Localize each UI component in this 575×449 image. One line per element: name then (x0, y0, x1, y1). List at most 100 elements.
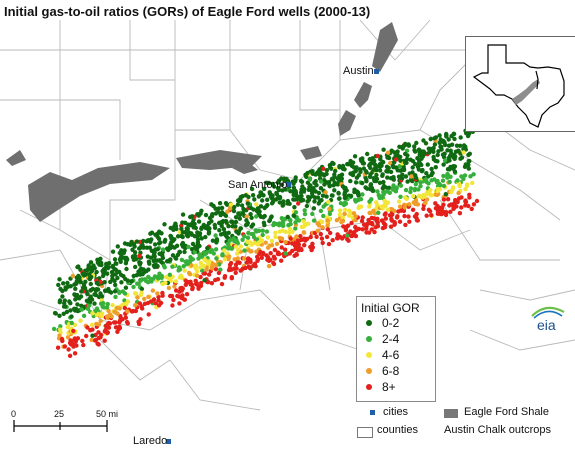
well-dot (90, 311, 95, 316)
well-dot (392, 208, 397, 214)
well-dot (412, 186, 418, 192)
map-title: Initial gas-to-oil ratios (GORs) of Eagl… (4, 4, 371, 19)
well-dot (81, 313, 87, 318)
well-dot (353, 199, 358, 204)
well-dot (459, 174, 464, 179)
well-dot (290, 229, 295, 234)
well-dot (324, 234, 330, 240)
well-dot (368, 165, 373, 171)
well-dot (198, 274, 203, 280)
well-dot (360, 192, 365, 197)
well-dot (432, 142, 438, 147)
well-dot (213, 263, 219, 268)
eia-logo-mark: eia (531, 306, 565, 333)
well-dot (190, 241, 196, 247)
well-dot (211, 251, 216, 256)
well-dot (349, 233, 355, 239)
well-dot (274, 221, 280, 227)
well-dot (88, 294, 93, 299)
well-dot (342, 207, 348, 213)
well-dot (364, 179, 369, 184)
well-dot (146, 259, 152, 264)
well-dot (467, 192, 472, 197)
well-dot (387, 213, 393, 218)
well-dot (113, 282, 118, 288)
well-dot (407, 219, 412, 224)
county-line (299, 20, 340, 111)
well-dot (139, 290, 144, 295)
well-dot (372, 229, 377, 235)
well-dot (276, 178, 282, 183)
well-dot (458, 143, 463, 148)
well-dot (66, 347, 71, 352)
well-dot (280, 203, 285, 208)
well-dot (361, 166, 367, 171)
well-dot (370, 156, 375, 161)
well-dot (70, 273, 76, 279)
well-dot (279, 258, 284, 263)
well-dot (162, 265, 167, 270)
outcrop-shape (338, 110, 356, 136)
well-dot (418, 180, 423, 185)
county-line (29, 299, 61, 311)
well-dot (133, 264, 138, 270)
well-dot (469, 206, 474, 212)
well-dot (209, 219, 214, 224)
legend-label: 4-6 (382, 348, 400, 362)
well-dot (375, 224, 381, 229)
well-dot (372, 178, 377, 184)
well-dot (258, 190, 264, 195)
well-dot (244, 214, 249, 219)
well-dot (288, 218, 293, 223)
well-dot (293, 220, 298, 225)
well-dot (463, 199, 469, 205)
well-dot (58, 324, 63, 329)
well-dot (79, 307, 84, 312)
well-dot (453, 154, 458, 159)
well-dot (122, 291, 128, 296)
well-dot (119, 280, 124, 285)
well-dot (159, 259, 164, 265)
well-dot (389, 218, 395, 223)
well-dot (325, 227, 331, 232)
well-dot (235, 202, 241, 207)
well-dot (302, 208, 307, 213)
well-dot (215, 277, 221, 282)
well-dot (318, 179, 324, 184)
well-dot (463, 187, 468, 192)
well-dot (343, 228, 349, 233)
well-dot (455, 178, 460, 183)
cities-key-label: cities (383, 406, 409, 418)
well-dot (106, 265, 111, 270)
well-dot (201, 263, 207, 268)
well-dot (308, 234, 313, 240)
well-dot (435, 152, 440, 158)
well-dot (206, 272, 212, 277)
well-dot (298, 246, 304, 251)
well-dot (397, 204, 403, 209)
well-dot (168, 242, 173, 247)
well-dot (174, 243, 180, 248)
well-dot (69, 339, 74, 345)
well-dot (413, 173, 418, 178)
well-dot (145, 254, 150, 259)
well-dot (228, 260, 234, 266)
well-dot (394, 157, 399, 162)
well-dot (173, 279, 179, 284)
legend-item: 8+ (357, 379, 435, 395)
well-dot (342, 190, 348, 195)
well-dot (237, 216, 242, 221)
well-dot (397, 219, 403, 224)
well-dot (51, 326, 57, 332)
well-dot (74, 292, 80, 298)
well-dot (314, 234, 319, 239)
well-dot (419, 156, 424, 161)
well-dot (131, 242, 137, 247)
well-dot (118, 272, 124, 277)
well-dot (448, 164, 453, 170)
well-dot (418, 183, 423, 189)
well-dot (411, 194, 416, 199)
well-dot (122, 255, 127, 260)
well-dot (351, 165, 357, 170)
